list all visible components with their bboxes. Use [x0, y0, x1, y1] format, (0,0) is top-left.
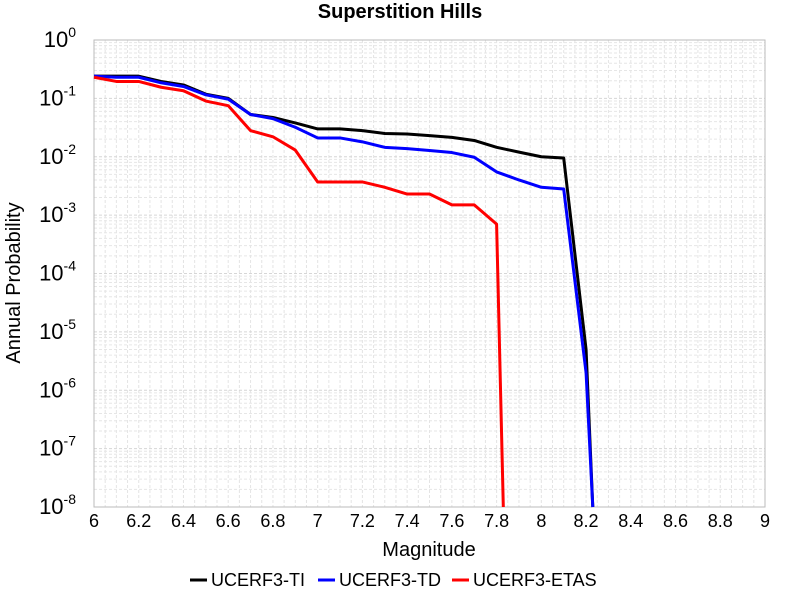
x-tick-label: 9: [760, 511, 770, 531]
grid: [93, 40, 766, 508]
legend-label-3: UCERF3-ETAS: [473, 570, 597, 590]
x-axis-label: Magnitude: [382, 539, 475, 561]
x-tick-label: 8: [536, 511, 546, 531]
x-axis-ticks: 6 6.2 6.4 6.6 6.8 7 7.2 7.4 7.6 7.8 8 8.2 8.4 8.6 8.8 9: [89, 511, 770, 531]
y-tick-label: 10-6: [39, 374, 76, 402]
x-tick-label: 7.6: [439, 511, 464, 531]
y-tick-label: 10-4: [39, 258, 76, 286]
legend: UCERF3-TI UCERF3-TD UCERF3-ETAS: [190, 570, 597, 590]
x-tick-label: 6.4: [171, 511, 196, 531]
legend-label-1: UCERF3-TI: [211, 570, 305, 590]
x-tick-label: 6.2: [126, 511, 151, 531]
x-tick-label: 7.4: [395, 511, 420, 531]
series-line-3: [93, 75, 505, 508]
series-layer: [93, 74, 595, 508]
y-tick-label: 10-7: [39, 433, 76, 461]
chart-title: Superstition Hills: [318, 1, 482, 23]
x-tick-label: 8.2: [574, 511, 599, 531]
x-tick-label: 8.8: [708, 511, 733, 531]
x-tick-label: 6.6: [216, 511, 241, 531]
y-tick-label: 100: [44, 24, 76, 52]
y-tick-label: 10-3: [39, 199, 76, 227]
series-line-2: [93, 74, 595, 508]
x-tick-label: 7: [313, 511, 323, 531]
legend-label-2: UCERF3-TD: [339, 570, 441, 590]
x-tick-label: 6.8: [260, 511, 285, 531]
plot-frame: [93, 39, 766, 508]
x-tick-label: 6: [89, 511, 99, 531]
y-axis-ticks: 100 10-1 10-2 10-3 10-4 10-5 10-6 10-7 10-8: [39, 24, 76, 519]
y-tick-label: 10-8: [39, 491, 76, 519]
y-tick-label: 10-2: [39, 141, 76, 169]
x-tick-label: 8.4: [618, 511, 643, 531]
y-tick-label: 10-1: [39, 82, 76, 110]
x-tick-label: 7.8: [484, 511, 509, 531]
x-tick-label: 8.6: [663, 511, 688, 531]
x-tick-label: 7.2: [350, 511, 375, 531]
y-tick-label: 10-5: [39, 316, 76, 344]
y-axis-label: Annual Probability: [3, 202, 25, 363]
